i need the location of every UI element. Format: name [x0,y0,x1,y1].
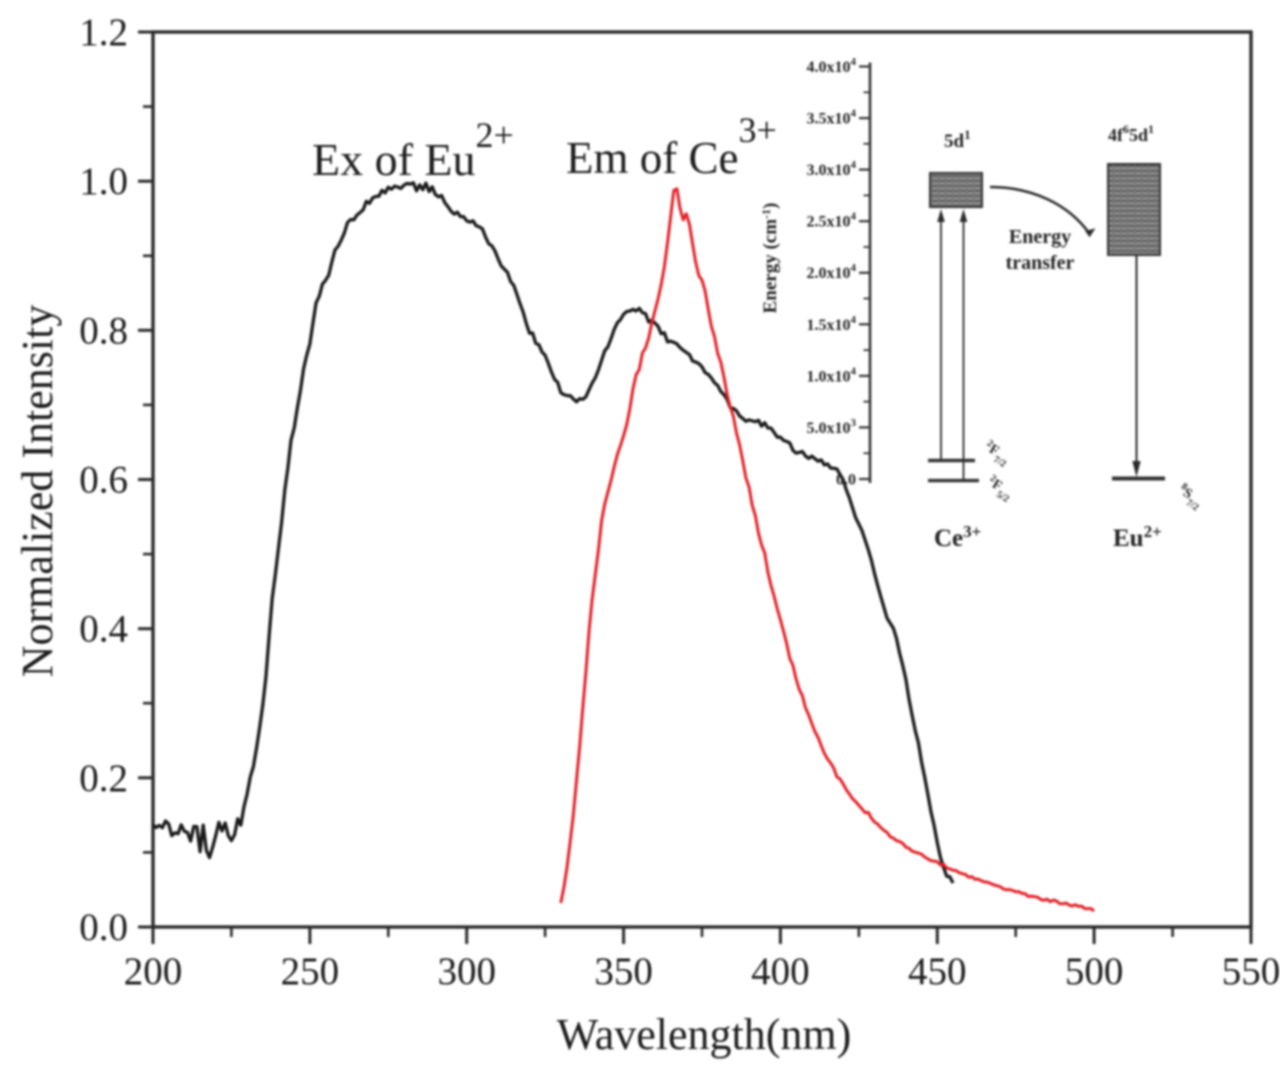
svg-text:transfer: transfer [1006,252,1075,274]
svg-text:5.0x103: 5.0x103 [807,417,857,437]
svg-text:Energy (cm-1): Energy (cm-1) [759,203,781,314]
svg-text:Wavelength(nm): Wavelength(nm) [557,1010,852,1059]
svg-text:300: 300 [437,950,496,993]
svg-text:3.0x104: 3.0x104 [807,159,857,179]
svg-text:350: 350 [594,950,653,993]
svg-text:4.0x104: 4.0x104 [807,56,857,76]
svg-text:500: 500 [1065,950,1124,993]
svg-text:0.4: 0.4 [79,608,128,651]
svg-text:0.2: 0.2 [79,757,128,800]
svg-text:0.0: 0.0 [79,906,128,949]
svg-text:250: 250 [281,950,340,993]
svg-text:1.5x104: 1.5x104 [807,314,857,334]
svg-text:0.0: 0.0 [836,472,856,489]
svg-text:4f65d1: 4f65d1 [1108,122,1154,145]
svg-text:0.8: 0.8 [79,309,128,352]
svg-text:200: 200 [124,950,183,993]
svg-text:1.2: 1.2 [79,11,128,54]
svg-text:2.0x104: 2.0x104 [807,262,857,282]
svg-text:3.5x104: 3.5x104 [807,108,857,128]
svg-text:550: 550 [1222,950,1280,993]
svg-text:Energy: Energy [1009,226,1071,248]
svg-text:1.0: 1.0 [79,160,128,203]
svg-text:Normalized Intensity: Normalized Intensity [13,305,62,678]
svg-text:450: 450 [908,950,967,993]
svg-text:0.6: 0.6 [79,459,128,502]
svg-text:400: 400 [751,950,810,993]
svg-text:2.5x104: 2.5x104 [807,211,857,231]
svg-text:1.0x104: 1.0x104 [807,365,857,385]
